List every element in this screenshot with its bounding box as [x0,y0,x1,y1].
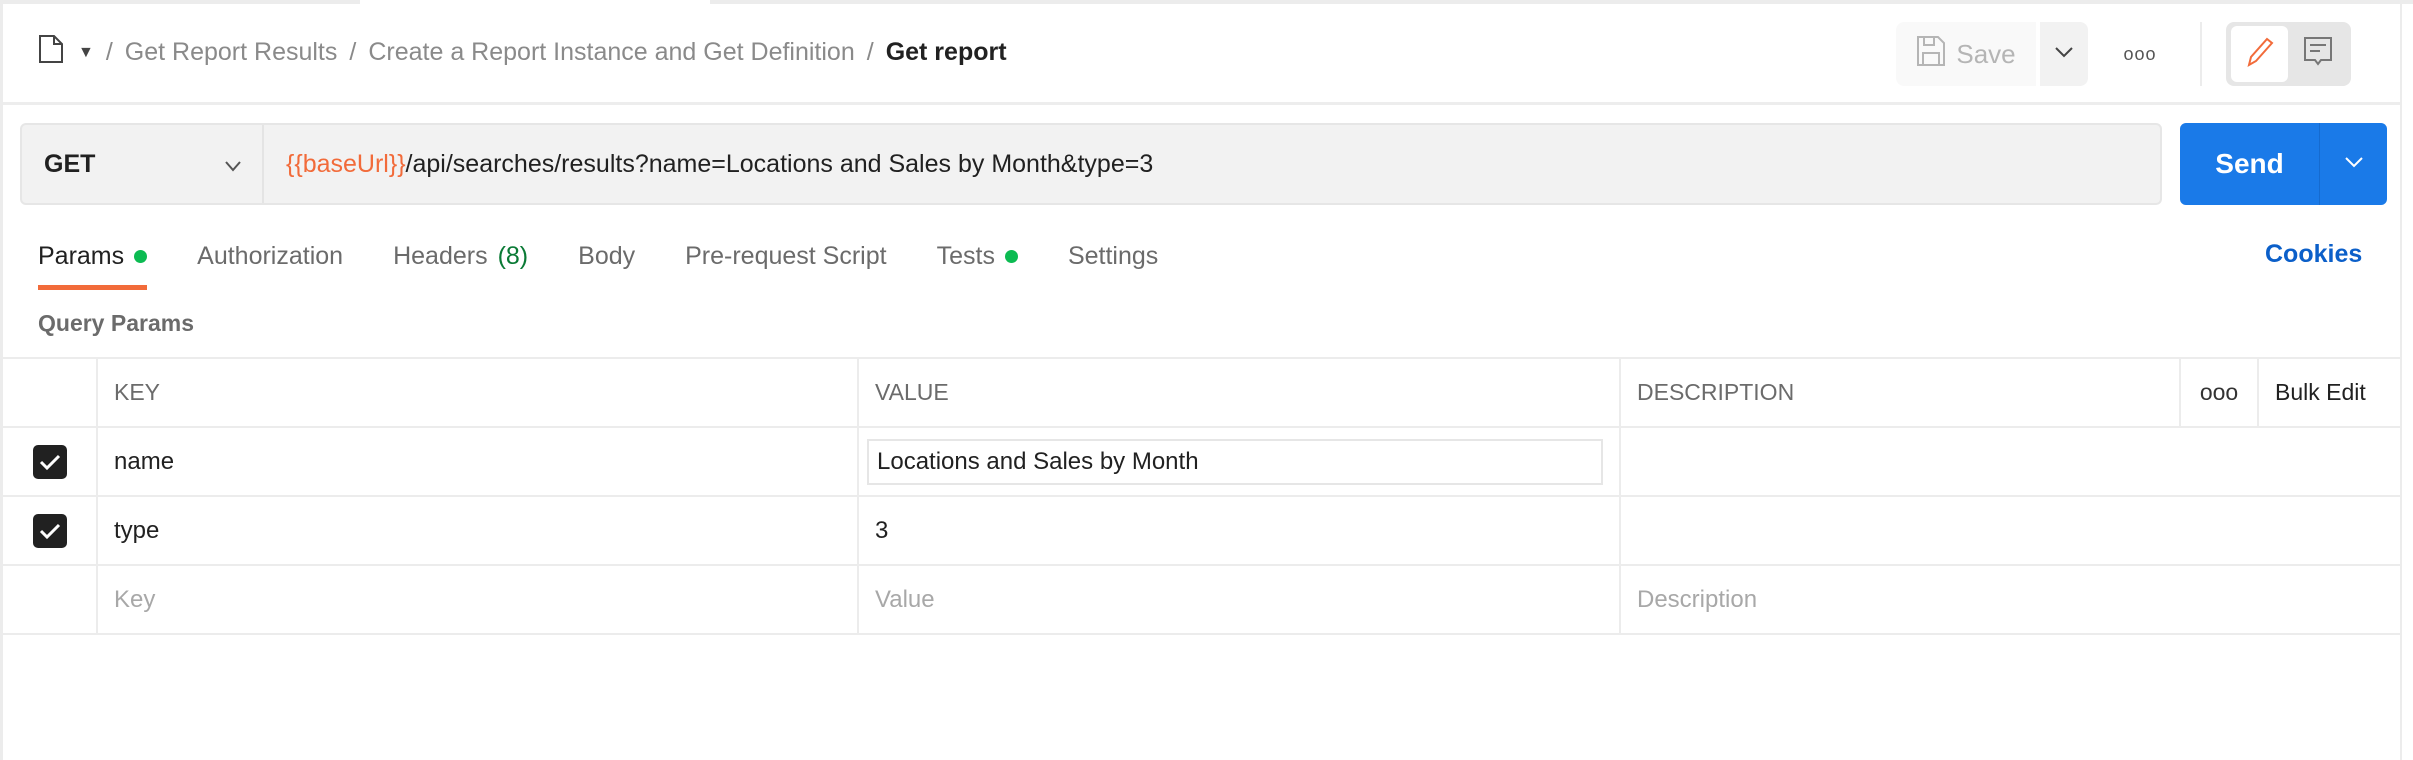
column-header-key: KEY [97,357,859,428]
chevron-down-icon [2344,155,2364,173]
tab-label: Body [578,241,636,270]
tab-label: Headers [393,241,488,270]
tab-body[interactable]: Body [578,240,635,272]
new-key-input[interactable]: Key [97,564,859,635]
column-header-value: VALUE [858,357,1621,428]
tab-pre-request-script[interactable]: Pre-request Script [685,240,886,272]
url-input[interactable]: {{baseUrl}}/api/searches/results?name=Lo… [264,150,1153,179]
send-button[interactable]: Send [2180,123,2320,205]
query-params-title: Query Params [38,310,194,336]
tab-label: Authorization [197,241,344,270]
divider [2200,22,2202,86]
chevron-down-icon [2054,45,2074,63]
breadcrumb-separator: / [105,38,113,66]
param-key-input[interactable]: type [97,495,859,566]
row-checkbox[interactable] [32,444,67,479]
table-header-row: KEY VALUE DESCRIPTION ooo Bulk Edit [3,357,2400,428]
send-button-group: Send [2180,123,2387,205]
tab-tests[interactable]: Tests [937,240,1018,272]
tab-settings[interactable]: Settings [1068,240,1158,272]
param-value-input[interactable]: 3 [858,495,1621,566]
checkmark-icon [39,523,60,539]
request-header [3,0,2400,105]
save-icon [1916,35,1946,74]
save-dropdown-button[interactable] [2040,22,2088,86]
save-button[interactable]: Save [1896,22,2036,86]
divider [0,0,3,760]
tab-authorization[interactable]: Authorization [197,240,343,272]
breadcrumb-item[interactable]: Get Report Results [124,38,338,66]
tab-label: Pre-request Script [685,241,887,270]
tab-label: Params [38,241,125,270]
tab-params[interactable]: Params [38,240,148,290]
tab-strip-border [0,0,2413,4]
request-file-icon[interactable] [38,34,66,71]
column-header-description: DESCRIPTION [1620,357,2181,428]
url-path: /api/searches/results?name=Locations and… [405,149,1154,178]
new-description-input[interactable]: Description [1620,564,2400,635]
divider [2400,0,2402,760]
bulk-edit-button[interactable]: Bulk Edit [2258,357,2400,428]
method-select[interactable]: GET [22,125,264,203]
param-description-input[interactable] [1620,495,2400,566]
table-row: type 3 [3,495,2400,566]
param-description-input[interactable] [1620,426,2400,497]
comment-icon [2303,36,2333,73]
column-options-button[interactable]: ooo [2180,357,2259,428]
caret-down-icon[interactable]: ▼ [78,43,94,61]
checkmark-icon [39,454,60,470]
method-label: GET [44,149,96,178]
table-row: name Locations and Sales by Month [3,426,2400,497]
row-checkbox[interactable] [32,513,67,548]
edit-mode-button[interactable] [2231,26,2288,82]
query-params-table: KEY VALUE DESCRIPTION ooo Bulk Edit name… [3,357,2400,635]
breadcrumb-separator: / [349,38,357,66]
request-url-bar: GET {{baseUrl}}/api/searches/results?nam… [20,123,2162,205]
tab-count: (8) [497,241,529,270]
checkbox-column-header [3,357,98,428]
tab-label: Settings [1067,241,1159,270]
send-dropdown-button[interactable] [2320,123,2387,205]
pencil-icon [2245,35,2275,74]
status-dot-icon [134,249,148,263]
chevron-down-icon [224,150,242,179]
url-variable: {{baseUrl}} [286,149,406,178]
table-row-new: Key Value Description [3,564,2400,635]
breadcrumb-item[interactable]: Create a Report Instance and Get Definit… [368,38,855,66]
param-value: Locations and Sales by Month [877,447,1199,475]
param-key-input[interactable]: name [97,426,859,497]
tab-headers[interactable]: Headers (8) [393,240,528,272]
param-value-input[interactable]: Locations and Sales by Month [867,438,1603,485]
save-label: Save [1956,38,2016,69]
tab-label: Tests [936,241,995,270]
cookies-link[interactable]: Cookies [2265,240,2363,268]
more-options-button[interactable]: ooo [2123,43,2157,64]
breadcrumb-current: Get report [885,38,1007,66]
empty-cell [3,564,98,635]
breadcrumb-separator: / [866,38,874,66]
status-dot-icon [1004,249,1018,263]
request-tabs: Params Authorization Headers (8) Body Pre… [38,240,1208,290]
comments-button[interactable] [2290,26,2345,82]
new-value-input[interactable]: Value [858,564,1621,635]
breadcrumb: ▼ / Get Report Results / Create a Report… [38,34,1007,71]
